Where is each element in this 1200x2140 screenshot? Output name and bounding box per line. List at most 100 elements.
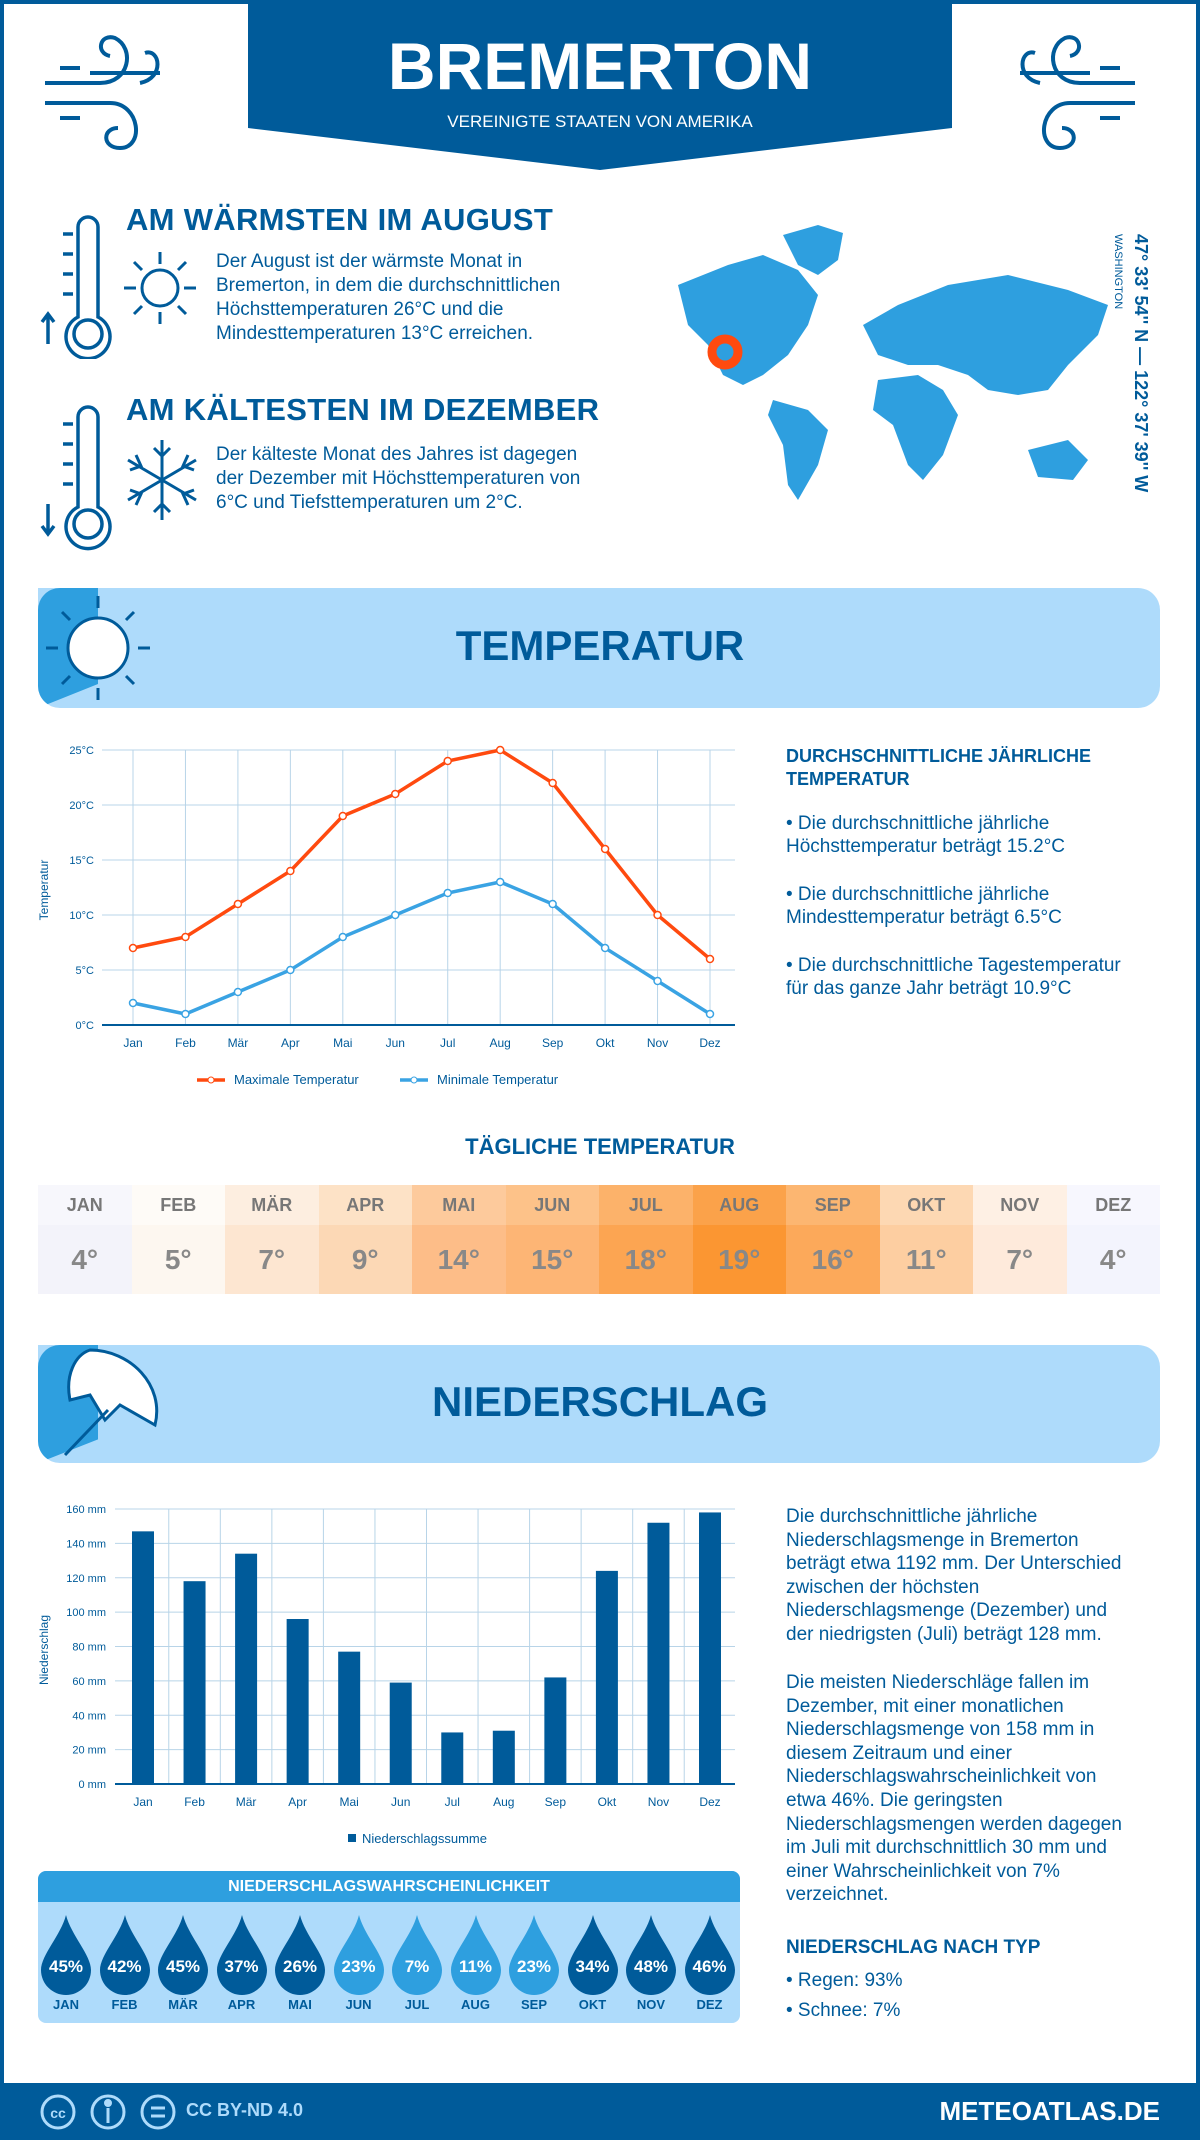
data-point	[495, 877, 505, 887]
precip-bar	[492, 1730, 515, 1784]
temperature-banner	[38, 588, 1160, 708]
text-line: Die durchschnittliche jährliche	[786, 1506, 1038, 1527]
text-line: Niederschlagswahrscheinlichkeit von	[786, 1766, 1097, 1788]
heading-line: TEMPERATUR	[786, 769, 910, 789]
probability-month: MÄR	[168, 1997, 198, 2012]
license-icons: cc	[40, 2094, 176, 2130]
y-tick-label: 10°C	[69, 910, 94, 922]
month-label: NOV	[973, 1185, 1067, 1225]
daily-temp-cell: APR 9°	[318, 1185, 412, 1294]
x-tick-label: Feb	[175, 1036, 196, 1050]
precipitation-title: NIEDERSCHLAG	[431, 1378, 769, 1425]
temp-value: 4°	[38, 1225, 132, 1294]
month-label: APR	[318, 1185, 412, 1225]
probability-month: FEB	[111, 1997, 138, 2012]
month-label: MAI	[412, 1185, 506, 1225]
x-tick-label: Jul	[440, 1036, 455, 1050]
daily-temp-heading: TÄGLICHE TEMPERATUR	[465, 1134, 735, 1159]
y-axis-label: Niederschlag	[37, 1615, 51, 1685]
probability-value: 42%	[107, 1957, 142, 1976]
x-tick-label: Jan	[133, 1795, 152, 1809]
x-tick-label: Aug	[490, 1036, 511, 1050]
data-point	[128, 943, 138, 953]
x-tick-label: Jul	[445, 1795, 460, 1809]
precip-bar	[338, 1651, 361, 1784]
probability-month: JUN	[345, 1997, 372, 2012]
legend-marker	[410, 1076, 418, 1084]
y-tick-label: 40 mm	[72, 1710, 106, 1722]
data-point	[338, 932, 348, 942]
legend-label: Maximale Temperatur	[234, 1072, 359, 1087]
cc-icon	[40, 2094, 76, 2130]
y-tick-label: 140 mm	[66, 1538, 106, 1550]
text-line: Mindesttemperatur beträgt 6.5°C	[786, 907, 1062, 928]
coldest-text: Der kälteste Monat des Jahres ist dagege…	[216, 443, 580, 515]
text-line: Der kälteste Monat des Jahres ist dagege…	[216, 444, 578, 465]
precip-bar	[544, 1677, 567, 1784]
annual-temp-heading: DURCHSCHNITTLICHE JÄHRLICHE TEMPERATUR	[786, 745, 1091, 791]
data-point	[653, 976, 662, 986]
region-label: WASHINGTON	[1112, 234, 1124, 310]
data-point	[705, 954, 715, 964]
y-tick-label: 80 mm	[72, 1642, 106, 1654]
y-tick-label: 60 mm	[72, 1676, 106, 1688]
probability-value: 23%	[341, 1957, 376, 1976]
warmest-text: Der August ist der wärmste Monat in Breme…	[216, 250, 560, 346]
probability-month: AUG	[461, 1997, 490, 2012]
probability-month: NOV	[636, 1997, 666, 2012]
data-point	[548, 899, 557, 909]
temp-value: 7°	[973, 1225, 1067, 1294]
daily-temp-row: JAN 4° FEB 5° MÄR 7° APR 9° MAI 14° JUN 15° JUL 18° AU…	[38, 1185, 1160, 1294]
y-tick-label: 20 mm	[72, 1745, 106, 1757]
raindrop-icon: 42%	[99, 1915, 150, 1995]
data-point	[443, 756, 452, 766]
text-line: Niederschlagsmenge von 158 mm in	[786, 1719, 1095, 1741]
temperature-title: TEMPERATUR	[455, 622, 745, 669]
text-line: im Juli mit durchschnittlich 30 mm und	[786, 1837, 1107, 1859]
text-line: zwischen der höchsten	[786, 1576, 980, 1598]
data-point	[128, 998, 138, 1008]
legend-swatch	[348, 1834, 356, 1842]
data-point	[233, 987, 243, 997]
daily-temp-cell: JUL 18°	[599, 1185, 693, 1294]
wind-icon	[1020, 35, 1135, 151]
series-line-max	[132, 748, 712, 961]
data-point	[181, 1009, 190, 1019]
text-line: der niedrigsten (Juli) beträgt 128 mm.	[786, 1623, 1102, 1645]
heading-line: DURCHSCHNITTLICHE JÄHRLICHE	[786, 746, 1091, 766]
probability-value: 23%	[516, 1957, 552, 1976]
wind-icon	[45, 35, 160, 151]
license-text[interactable]: CC BY-ND 4.0	[186, 2100, 304, 2120]
x-tick-label: Jun	[391, 1795, 410, 1809]
precip-type-snow: • Schnee: 7%	[786, 2000, 901, 2021]
x-tick-label: Mai	[340, 1795, 359, 1809]
thermometer-down-icon	[40, 405, 112, 551]
probability-month: OKT	[578, 1997, 607, 2012]
probability-value: 45%	[48, 1957, 84, 1976]
precip-bar	[699, 1512, 721, 1784]
probability-month: SEP	[520, 1997, 547, 2012]
raindrop-icon: 45%	[158, 1915, 208, 1995]
brand-link[interactable]: METEOATLAS.DE	[939, 2096, 1160, 2126]
temp-value: 4°	[1066, 1225, 1160, 1294]
x-tick-label: Dez	[699, 1036, 720, 1050]
text-line: Bremerton, in dem die durchschnittlichen	[216, 275, 561, 296]
probability-month: MAI	[288, 1997, 312, 2012]
temp-value: 18°	[599, 1225, 693, 1294]
raindrop-icon: 26%	[275, 1915, 325, 1995]
text-line: Niederschlagsmenge (Dezember) und	[786, 1600, 1108, 1622]
temp-value: 7°	[225, 1225, 319, 1294]
precip-bar	[286, 1619, 309, 1784]
warmest-heading: AM WÄRMSTEN IM AUGUST	[126, 202, 554, 237]
text-line: Höchsttemperatur beträgt 15.2°C	[786, 836, 1066, 857]
raindrop-icon: 37%	[216, 1915, 267, 1995]
data-point	[705, 1009, 715, 1019]
precip-paragraph-1: Die durchschnittliche jährliche Niedersch…	[786, 1505, 1121, 1647]
month-label: JUL	[599, 1185, 693, 1225]
month-label: FEB	[131, 1185, 225, 1225]
temperature-chart: 0°C 5°C 10°C 15°C 20°C 25°C Jan Feb Mär Apr Mai Jun…	[37, 745, 735, 1087]
data-point	[286, 965, 295, 975]
no-derivatives-icon	[140, 2094, 176, 2130]
x-tick-label: Sep	[542, 1036, 564, 1050]
precip-probability-panel: NIEDERSCHLAGSWAHRSCHEINLICHKEIT 45% JAN 42…	[38, 1871, 740, 2023]
